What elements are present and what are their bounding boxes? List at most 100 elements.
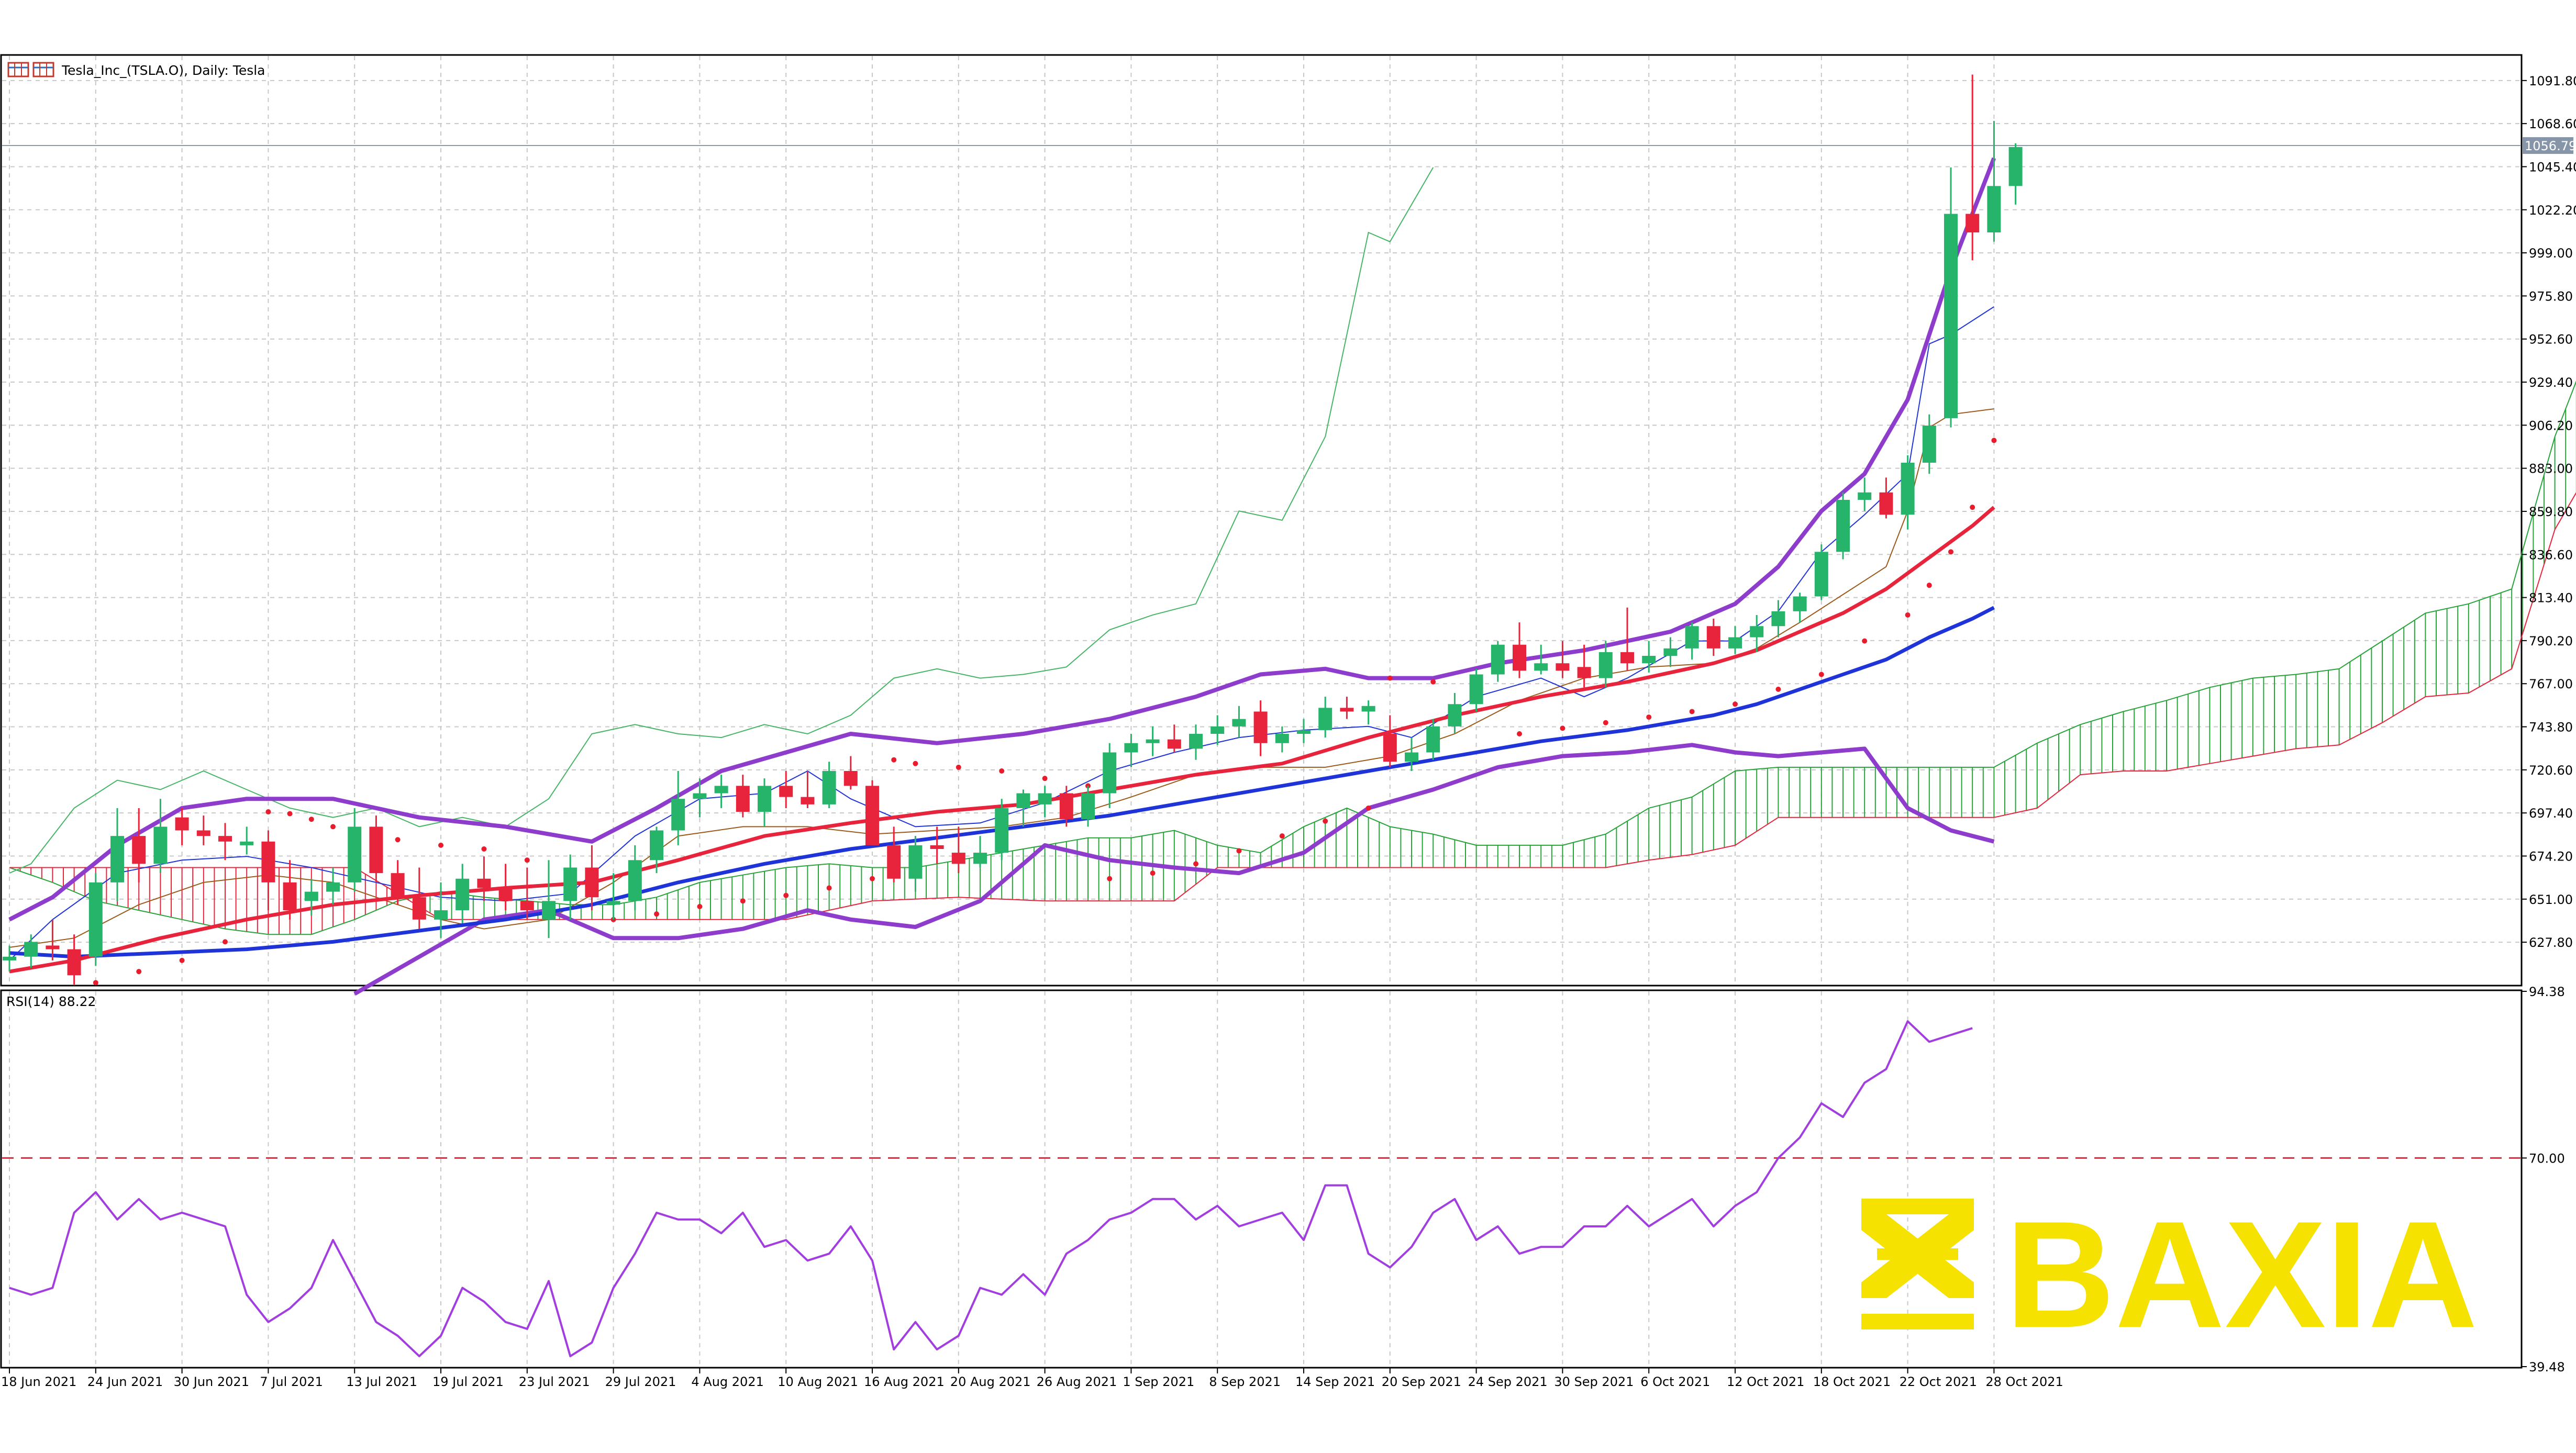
candle[interactable]: [865, 780, 879, 845]
candle[interactable]: [1469, 668, 1483, 712]
candle[interactable]: [1275, 726, 1289, 753]
candle[interactable]: [196, 815, 210, 845]
candle[interactable]: [1383, 715, 1397, 767]
candle[interactable]: [951, 826, 965, 874]
candle[interactable]: [1858, 477, 1872, 511]
candle[interactable]: [1706, 619, 1720, 656]
candle[interactable]: [822, 762, 836, 808]
candle[interactable]: [261, 830, 275, 911]
candle[interactable]: [1728, 626, 1742, 654]
candle[interactable]: [1534, 644, 1548, 675]
candle[interactable]: [1167, 724, 1181, 753]
candle[interactable]: [46, 919, 60, 960]
candle[interactable]: [412, 867, 426, 929]
candle[interactable]: [1426, 719, 1440, 760]
candle[interactable]: [1987, 121, 2001, 242]
candle[interactable]: [736, 775, 750, 818]
candle[interactable]: [477, 856, 491, 901]
candle[interactable]: [1750, 614, 1764, 652]
candle[interactable]: [714, 775, 728, 808]
candle[interactable]: [1361, 700, 1375, 725]
candle[interactable]: [1124, 734, 1138, 767]
candle[interactable]: [1556, 641, 1570, 678]
candle[interactable]: [693, 778, 707, 818]
candle[interactable]: [218, 823, 232, 860]
candle[interactable]: [240, 826, 254, 855]
candle[interactable]: [1663, 637, 1678, 667]
candle[interactable]: [1189, 724, 1203, 760]
candle[interactable]: [843, 756, 858, 790]
candle[interactable]: [110, 808, 124, 901]
candle[interactable]: [1513, 622, 1526, 678]
candle[interactable]: [175, 808, 189, 845]
candle[interactable]: [391, 860, 405, 905]
candle[interactable]: [908, 836, 923, 892]
psar-dot: [1689, 709, 1695, 714]
candle[interactable]: [1059, 786, 1073, 827]
candle[interactable]: [1253, 700, 1268, 756]
candle-body: [1728, 637, 1742, 649]
candle[interactable]: [995, 799, 1009, 860]
candle[interactable]: [153, 799, 168, 874]
candle[interactable]: [1836, 492, 1850, 560]
candle[interactable]: [434, 882, 448, 938]
candle[interactable]: [1103, 743, 1117, 808]
candle[interactable]: [1577, 644, 1591, 688]
candle[interactable]: [887, 826, 901, 882]
candle[interactable]: [1211, 715, 1225, 745]
candlesticks[interactable]: [3, 74, 2023, 985]
candle[interactable]: [2008, 143, 2023, 205]
candle[interactable]: [1944, 167, 1958, 428]
candle[interactable]: [1016, 789, 1030, 827]
candle[interactable]: [1814, 544, 1828, 600]
candle-body: [1771, 611, 1785, 627]
candle[interactable]: [1232, 706, 1246, 738]
candle[interactable]: [1318, 697, 1333, 738]
candle[interactable]: [973, 836, 987, 868]
candle[interactable]: [348, 808, 362, 892]
candle[interactable]: [930, 826, 944, 864]
candle[interactable]: [563, 854, 578, 920]
candle[interactable]: [1966, 74, 1980, 261]
candle[interactable]: [779, 770, 793, 808]
candle[interactable]: [1901, 455, 1915, 530]
candle[interactable]: [304, 878, 318, 916]
candle[interactable]: [1448, 692, 1462, 734]
candle[interactable]: [3, 945, 16, 972]
candle[interactable]: [1793, 593, 1807, 623]
candle[interactable]: [758, 778, 771, 827]
candle[interactable]: [520, 867, 534, 920]
candle[interactable]: [24, 934, 38, 968]
candle[interactable]: [369, 815, 383, 882]
candle[interactable]: [1297, 719, 1311, 743]
candle[interactable]: [326, 867, 340, 905]
candle[interactable]: [585, 845, 599, 911]
candle[interactable]: [1038, 786, 1052, 818]
candle[interactable]: [498, 864, 513, 911]
candle[interactable]: [1598, 641, 1613, 688]
candle[interactable]: [628, 845, 642, 911]
candle[interactable]: [1081, 786, 1095, 827]
candle[interactable]: [1340, 697, 1354, 719]
candle[interactable]: [1922, 414, 1936, 474]
candle[interactable]: [1771, 600, 1785, 638]
candle[interactable]: [606, 873, 620, 920]
candle[interactable]: [283, 860, 297, 920]
candle[interactable]: [1879, 477, 1893, 519]
candle[interactable]: [132, 808, 146, 882]
candle[interactable]: [1146, 726, 1160, 756]
candle[interactable]: [456, 864, 470, 923]
candle[interactable]: [67, 934, 81, 985]
candle[interactable]: [671, 770, 685, 845]
candle[interactable]: [1491, 641, 1505, 682]
candle[interactable]: [1642, 641, 1656, 673]
candle[interactable]: [88, 873, 103, 966]
candle[interactable]: [650, 826, 663, 874]
candle[interactable]: [1685, 622, 1699, 660]
candle[interactable]: [801, 770, 815, 808]
time-tick-label: 14 Sep 2021: [1295, 1374, 1375, 1389]
candle[interactable]: [1620, 607, 1634, 671]
candle[interactable]: [1405, 737, 1418, 771]
candle[interactable]: [542, 860, 556, 938]
